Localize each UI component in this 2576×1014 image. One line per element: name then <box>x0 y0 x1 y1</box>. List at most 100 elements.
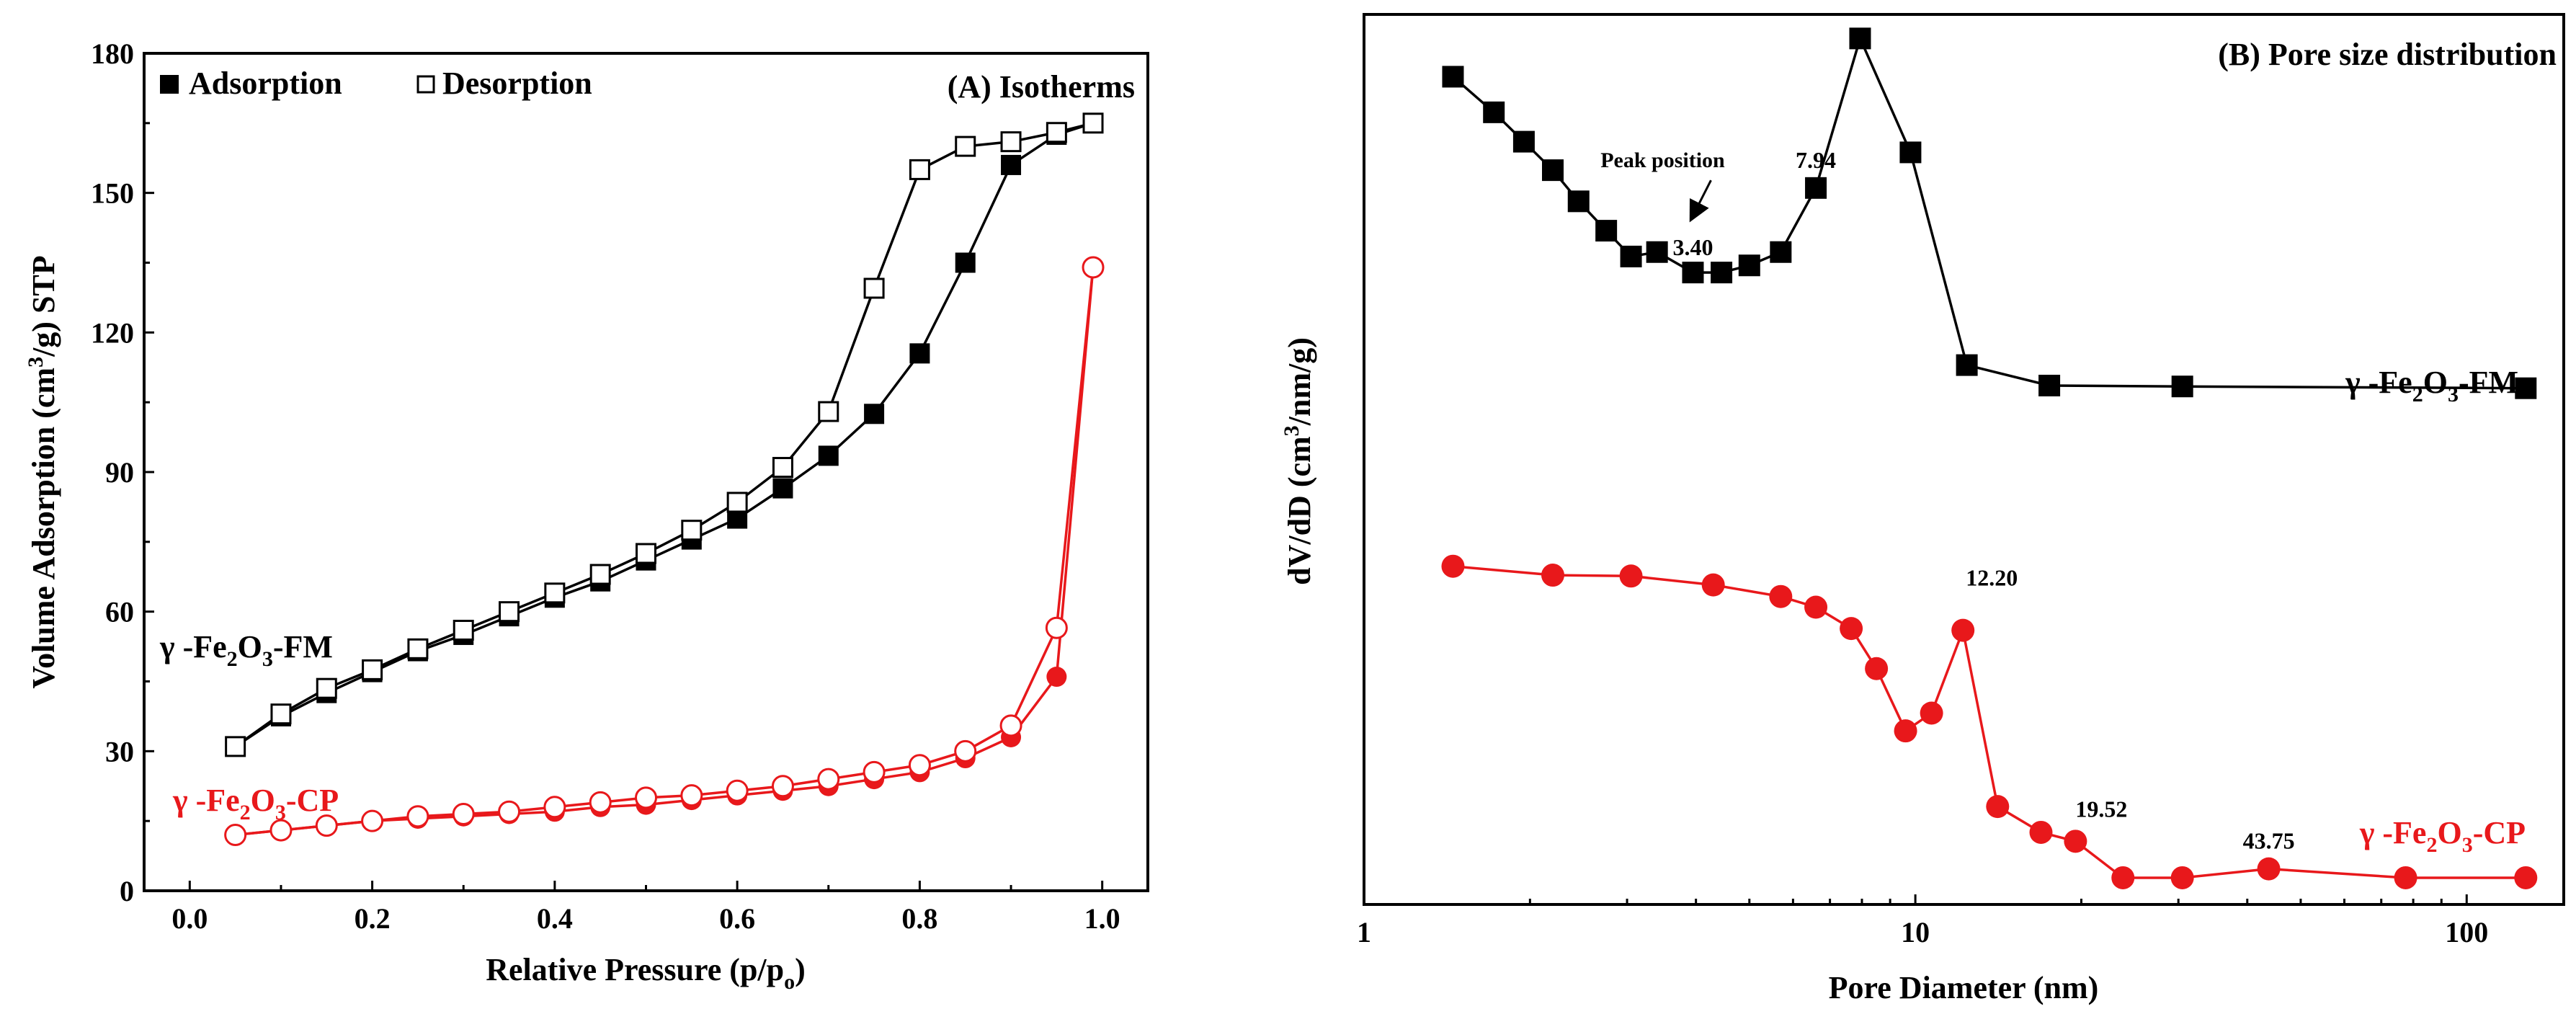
data-point-open-circle <box>315 814 338 837</box>
data-point-open-circle <box>406 805 429 828</box>
panel-b-sample-label-fm: γ -Fe2O3-FM <box>2345 365 2518 406</box>
data-point-open-circle <box>224 824 247 847</box>
data-point-filled-circle <box>1046 667 1067 688</box>
panel-a-y-axis-label: Volume Adsorption (cm3/g) STP <box>24 255 61 688</box>
data-point-filled-circle <box>1541 564 1564 587</box>
data-point-filled-circle <box>1619 564 1643 588</box>
panel-b-x-axis-label: Pore Diameter (nm) <box>1829 970 2099 1005</box>
data-point-filled-circle <box>1951 618 1975 642</box>
data-point-open-square <box>544 582 566 604</box>
data-point-filled-circle <box>1701 573 1725 597</box>
data-point-open-square <box>1046 122 1067 143</box>
data-point-filled-square <box>909 343 930 364</box>
data-point-open-square <box>818 401 839 422</box>
data-point-open-square <box>270 703 292 725</box>
data-point-open-square <box>362 659 383 680</box>
data-point-open-square <box>726 492 748 513</box>
panel-b-title: (B) Pore size distribution <box>2218 37 2557 72</box>
legend-desorption-label: Desorption <box>442 66 592 101</box>
data-point-filled-square <box>864 404 885 424</box>
data-point-filled-square <box>1541 159 1564 182</box>
data-point-open-circle <box>361 809 384 832</box>
data-point-open-circle <box>1082 256 1105 279</box>
data-point-filled-circle <box>1920 701 1943 725</box>
panel-a-title: (A) Isotherms <box>948 69 1135 104</box>
annotation-peak-position: Peak position <box>1600 148 1725 172</box>
data-point-filled-circle <box>1894 719 1917 743</box>
panel-a-series <box>224 112 1105 847</box>
data-point-filled-circle <box>2029 820 2053 844</box>
data-point-open-square <box>636 543 656 564</box>
panel-a-y-tick-label: 120 <box>91 316 134 349</box>
panel-a-y-tick-label: 60 <box>105 596 134 628</box>
data-point-filled-square <box>955 252 976 273</box>
data-point-filled-square <box>1595 220 1618 242</box>
data-point-open-circle <box>589 791 612 814</box>
data-point-filled-circle <box>2170 866 2194 889</box>
data-point-filled-square <box>2038 374 2061 396</box>
panel-a-ticks: 0.0 0.2 0.4 0.6 0.8 1.0 0 30 60 90 120 150 180 <box>91 37 1120 935</box>
data-point-open-square <box>1082 112 1104 134</box>
data-point-filled-circle <box>2257 857 2281 881</box>
data-point-filled-square <box>1770 241 1792 263</box>
panel-b-ticks: 1 10 100 <box>1357 894 2488 948</box>
data-point-open-square <box>772 457 793 479</box>
data-point-open-circle <box>726 779 749 802</box>
panel-a-y-tick-label: 180 <box>91 37 134 70</box>
panel-b-x-tick-label: 100 <box>2445 916 2488 948</box>
data-point-filled-square <box>1711 262 1733 284</box>
data-point-filled-square <box>1646 241 1668 263</box>
series-points <box>225 112 1104 757</box>
panel-a-y-tick-label: 150 <box>91 177 134 210</box>
data-point-open-circle <box>771 775 794 798</box>
data-point-open-circle <box>269 819 293 842</box>
data-point-filled-square <box>1567 190 1590 213</box>
data-point-filled-square <box>1805 177 1827 199</box>
data-point-filled-circle <box>1986 795 2010 819</box>
data-point-open-circle <box>954 739 977 762</box>
panel-a-x-tick-label: 0.2 <box>355 902 391 935</box>
legend-adsorption-label: Adsorption <box>189 66 342 101</box>
data-point-filled-square <box>1738 254 1760 277</box>
data-point-open-square <box>589 564 611 585</box>
panel-a-x-tick-label: 0.8 <box>901 902 937 935</box>
panel-a-x-axis-label: Relative Pressure (p/po) <box>486 952 806 994</box>
data-point-open-square <box>909 159 930 180</box>
panel-b-pore-size: 1 10 100 (B) Pore size distribution 7.94 3… <box>1280 13 2565 1005</box>
panel-b-y-axis-label: dV/dD (cm3/nm/g) <box>1280 337 1317 585</box>
data-point-filled-square <box>1001 154 1022 175</box>
panel-a-sample-label-cp: γ -Fe2O3-CP <box>172 783 339 824</box>
series-line--fe2o3-fm-desorption <box>234 122 1094 748</box>
panel-b-series <box>1441 27 2538 889</box>
data-point-filled-circle <box>1769 584 1793 608</box>
data-point-filled-square <box>1682 262 1704 284</box>
data-point-open-circle <box>635 786 657 809</box>
series-line--fe2o3-fm <box>1452 35 2526 390</box>
panel-b-sample-label-cp: γ -Fe2O3-CP <box>2359 815 2526 857</box>
data-point-filled-square <box>1442 66 1464 88</box>
annotation-12.20: 12.20 <box>1966 565 2018 591</box>
data-point-open-circle <box>908 754 931 777</box>
data-point-open-square <box>453 619 474 641</box>
data-point-filled-square <box>1899 141 1922 164</box>
panel-b-plot-frame <box>1363 13 2565 906</box>
series-line--fe2o3-fm-adsorption <box>234 122 1094 748</box>
data-point-filled-circle <box>1865 657 1889 680</box>
panel-a-sample-label-fm: γ -Fe2O3-FM <box>159 629 333 671</box>
data-point-filled-square <box>2515 377 2537 399</box>
legend-adsorption-marker <box>160 75 179 94</box>
data-point-filled-circle <box>2111 866 2135 889</box>
annotation-3.40: 3.40 <box>1672 234 1713 260</box>
data-point-filled-square <box>2171 375 2193 398</box>
data-point-open-square <box>681 520 703 541</box>
panel-a-x-tick-label: 0.0 <box>171 902 208 935</box>
panel-a-y-tick-label: 0 <box>120 875 134 907</box>
data-point-filled-circle <box>2394 866 2417 889</box>
data-point-filled-square <box>1849 27 1871 50</box>
data-point-filled-square <box>772 478 793 499</box>
data-point-filled-square <box>818 445 839 466</box>
data-point-open-square <box>863 277 885 299</box>
series-points <box>1442 27 2537 399</box>
data-point-filled-circle <box>2064 830 2087 853</box>
